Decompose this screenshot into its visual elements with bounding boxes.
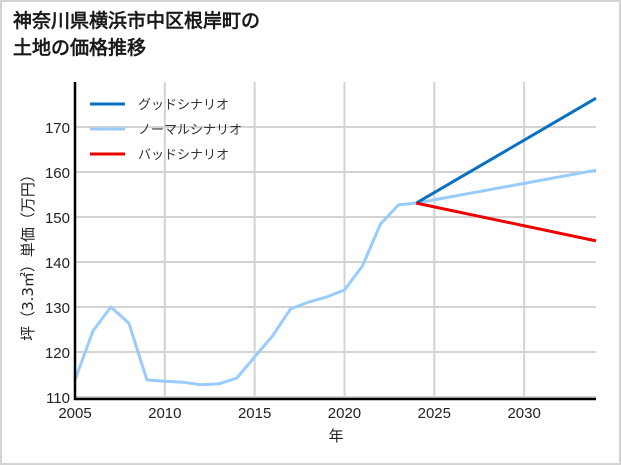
data-series <box>73 96 597 387</box>
x-axis-label: 年 <box>328 427 343 445</box>
y-axis-label: 坪（3.3㎡）単価（万円） <box>19 167 37 341</box>
chart-title-line1: 神奈川県横浜市中区根岸町の <box>13 10 261 32</box>
y-tick-label: 150 <box>45 210 70 227</box>
y-tick-label: 130 <box>45 300 70 317</box>
x-tick-label: 2005 <box>58 405 91 422</box>
tick-labels: 2005 2010 2015 2020 2025 2030 110 120 130 140 150 1… <box>45 120 541 422</box>
grid-lines <box>75 82 596 399</box>
axes <box>73 82 596 401</box>
series-line-1 <box>73 168 597 387</box>
legend-label: バッドシナリオ <box>138 148 229 163</box>
y-tick-label: 170 <box>45 120 70 137</box>
legend-label: グッドシナリオ <box>138 98 229 113</box>
x-tick-label: 2010 <box>148 405 181 422</box>
x-tick-label: 2020 <box>328 405 361 422</box>
y-tick-label: 160 <box>45 165 70 182</box>
x-tick-label: 2030 <box>507 405 540 422</box>
series-line-0 <box>415 96 597 205</box>
y-tick-label: 140 <box>45 255 70 272</box>
legend-label: ノーマルシナリオ <box>138 123 242 138</box>
chart-title-line2: 土地の価格推移 <box>13 37 147 59</box>
chart-title: 神奈川県横浜市中区根岸町の 土地の価格推移 <box>13 8 260 62</box>
y-tick-label: 110 <box>46 390 70 407</box>
y-tick-label: 120 <box>45 345 70 362</box>
x-tick-label: 2015 <box>238 405 271 422</box>
x-tick-label: 2025 <box>418 405 451 422</box>
series-line-2 <box>415 201 597 243</box>
